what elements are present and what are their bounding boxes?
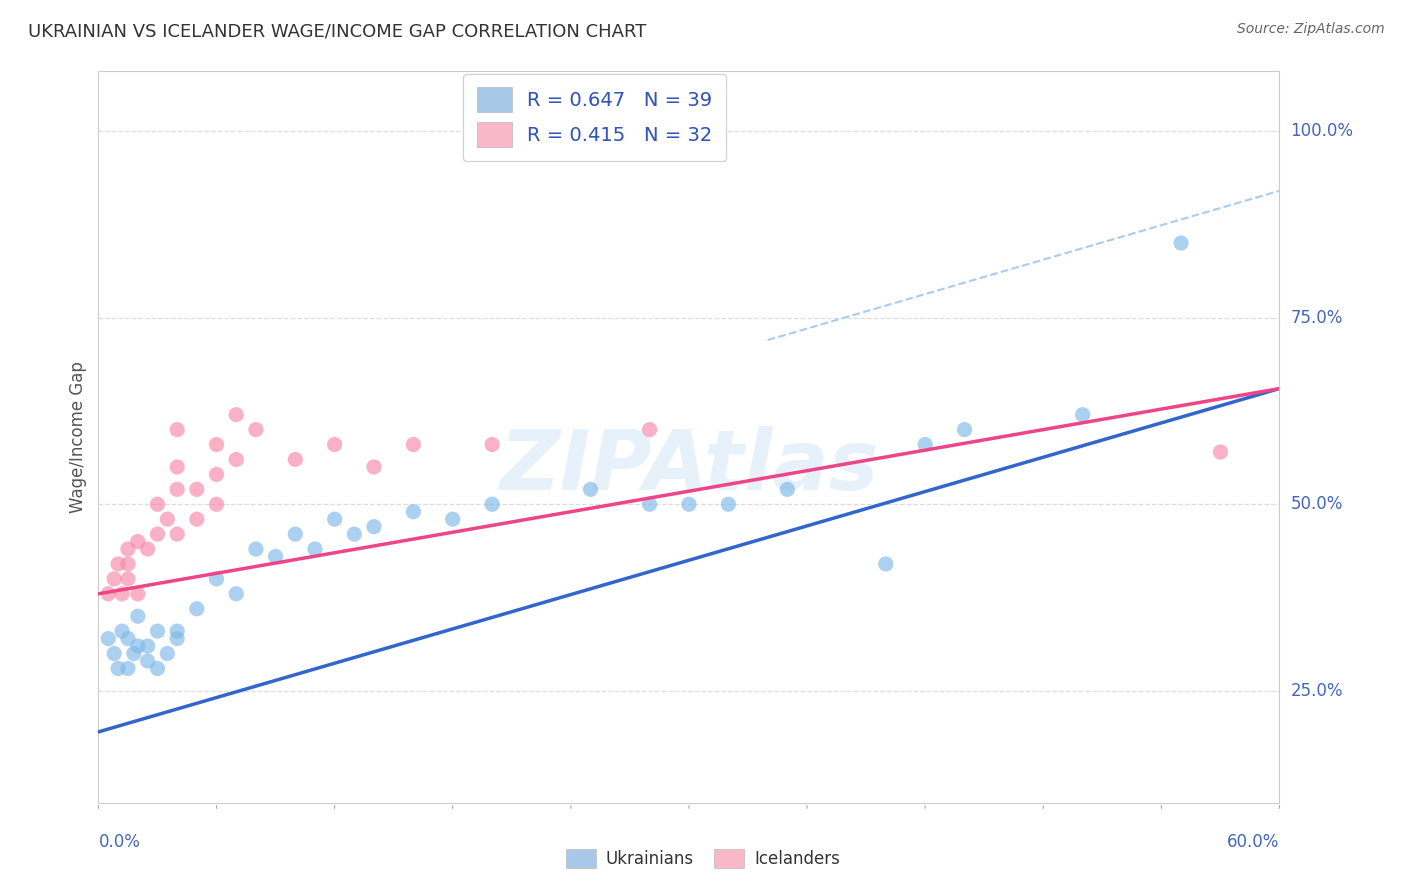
Point: [156, 647, 179, 661]
Text: 50.0%: 50.0%: [1291, 495, 1343, 513]
Point: [146, 527, 169, 541]
Text: 0.0%: 0.0%: [98, 833, 141, 851]
Legend: Ukrainians, Icelanders: Ukrainians, Icelanders: [560, 842, 846, 875]
Point: [166, 459, 188, 474]
Point: [1071, 408, 1094, 422]
Point: [166, 624, 188, 639]
Point: [107, 557, 129, 571]
Point: [481, 437, 503, 451]
Point: [264, 549, 287, 564]
Point: [579, 483, 602, 497]
Point: [914, 437, 936, 451]
Point: [186, 483, 208, 497]
Text: 60.0%: 60.0%: [1227, 833, 1279, 851]
Point: [97, 587, 120, 601]
Point: [205, 467, 228, 482]
Point: [166, 632, 188, 646]
Point: [363, 519, 385, 533]
Point: [166, 483, 188, 497]
Text: Source: ZipAtlas.com: Source: ZipAtlas.com: [1237, 22, 1385, 37]
Point: [136, 654, 159, 668]
Point: [111, 587, 134, 601]
Point: [117, 661, 139, 675]
Point: [146, 661, 169, 675]
Point: [127, 609, 149, 624]
Point: [127, 534, 149, 549]
Point: [225, 408, 247, 422]
Y-axis label: Wage/Income Gap: Wage/Income Gap: [69, 361, 87, 513]
Point: [402, 437, 425, 451]
Point: [117, 572, 139, 586]
Point: [146, 497, 169, 511]
Point: [97, 632, 120, 646]
Point: [304, 542, 326, 557]
Point: [363, 459, 385, 474]
Point: [1170, 235, 1192, 250]
Point: [186, 601, 208, 615]
Point: [103, 647, 125, 661]
Point: [186, 512, 208, 526]
Point: [284, 452, 307, 467]
Point: [638, 423, 661, 437]
Point: [245, 423, 267, 437]
Point: [136, 639, 159, 653]
Point: [953, 423, 976, 437]
Point: [245, 542, 267, 557]
Point: [107, 661, 129, 675]
Point: [343, 527, 366, 541]
Point: [103, 572, 125, 586]
Point: [205, 497, 228, 511]
Point: [638, 497, 661, 511]
Point: [166, 423, 188, 437]
Point: [111, 624, 134, 639]
Point: [225, 452, 247, 467]
Text: 25.0%: 25.0%: [1291, 681, 1343, 700]
Point: [127, 639, 149, 653]
Point: [156, 512, 179, 526]
Text: 100.0%: 100.0%: [1291, 122, 1354, 140]
Point: [117, 542, 139, 557]
Point: [323, 512, 346, 526]
Point: [117, 557, 139, 571]
Point: [875, 557, 897, 571]
Point: [205, 437, 228, 451]
Point: [127, 587, 149, 601]
Point: [402, 505, 425, 519]
Point: [117, 632, 139, 646]
Point: [481, 497, 503, 511]
Point: [323, 437, 346, 451]
Point: [284, 527, 307, 541]
Point: [1209, 445, 1232, 459]
Point: [122, 647, 145, 661]
Point: [441, 512, 464, 526]
Legend: R = 0.647   N = 39, R = 0.415   N = 32: R = 0.647 N = 39, R = 0.415 N = 32: [463, 74, 725, 161]
Point: [136, 542, 159, 557]
Point: [225, 587, 247, 601]
Text: UKRAINIAN VS ICELANDER WAGE/INCOME GAP CORRELATION CHART: UKRAINIAN VS ICELANDER WAGE/INCOME GAP C…: [28, 22, 647, 40]
Text: 75.0%: 75.0%: [1291, 309, 1343, 326]
Point: [146, 624, 169, 639]
Text: ZIPAtlas: ZIPAtlas: [499, 425, 879, 507]
Point: [205, 572, 228, 586]
Point: [776, 483, 799, 497]
Point: [717, 497, 740, 511]
Point: [678, 497, 700, 511]
Point: [166, 527, 188, 541]
